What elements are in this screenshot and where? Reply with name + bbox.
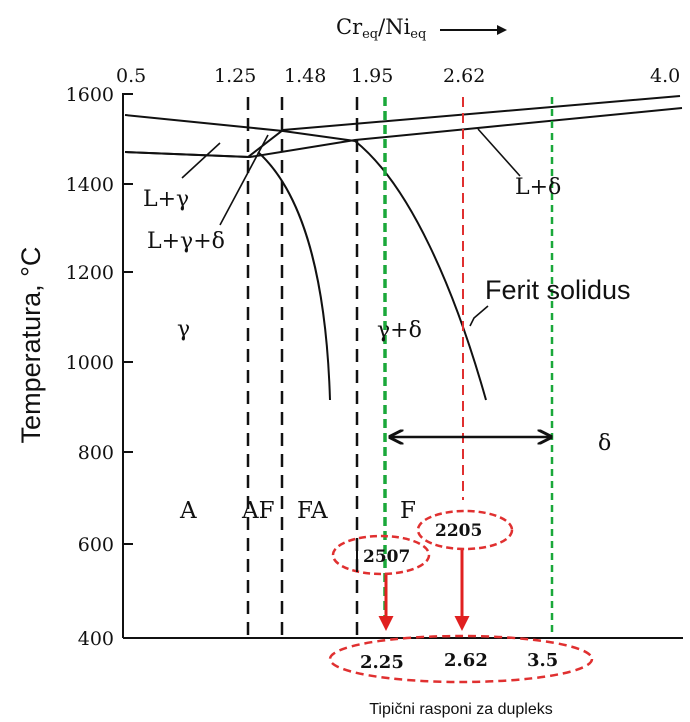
y-axis-tick-labels: 1600 1400 1200 1000 800 600 400 <box>66 84 114 650</box>
gamma-solvus-curve <box>257 151 331 401</box>
solidus-curve <box>124 107 683 159</box>
top-tick-0.5: 0.5 <box>116 65 146 87</box>
top-tick-2.62: 2.62 <box>443 65 485 87</box>
mode-labels: A AF FA F <box>179 498 416 524</box>
alloy-2507: 2507 <box>363 547 410 567</box>
top-axis-ticks: 0.5 1.25 1.48 1.95 2.62 4.0 <box>116 65 680 87</box>
y-axis-label: Temperatura, °C <box>16 247 46 444</box>
svg-text:Creq/Nieq: Creq/Nieq <box>336 15 426 42</box>
leader-l-delta <box>477 128 521 177</box>
y-tick-1600: 1600 <box>66 84 114 106</box>
bottom-value-3.5: 3.5 <box>527 650 558 671</box>
ellipse-2507 <box>331 534 431 576</box>
phase-labels: L+γ L+γ+δ L+δ γ γ+δ δ <box>143 175 611 456</box>
y-tick-1400: 1400 <box>66 174 114 196</box>
leader-l-gamma-delta <box>219 134 269 226</box>
leader-lines <box>181 128 521 327</box>
top-axis-title: Creq/Nieq <box>336 15 507 42</box>
label-delta: δ <box>598 431 611 456</box>
caption: Tipični rasponi za dupleks <box>369 701 553 718</box>
bottom-values: 2.25 2.62 3.5 <box>360 650 558 673</box>
y-tick-600: 600 <box>78 534 114 556</box>
mode-boundaries <box>246 97 359 636</box>
ellipse-bottom-range <box>328 634 594 684</box>
y-tick-1000: 1000 <box>66 352 114 374</box>
mode-a: A <box>179 498 197 524</box>
mode-f: F <box>400 498 416 524</box>
top-tick-4.0: 4.0 <box>650 65 680 87</box>
liquidus-upper-curve <box>124 114 356 142</box>
phase-curves <box>124 95 683 401</box>
ferrite-solidus-curve <box>354 140 487 401</box>
ellipse-2205 <box>416 509 514 551</box>
label-ferit-solidus: Ferit solidus <box>485 275 631 305</box>
y-tick-400: 400 <box>78 628 114 650</box>
label-gamma: γ <box>177 317 190 342</box>
y-tick-1200: 1200 <box>66 262 114 284</box>
leader-l-gamma <box>181 142 221 179</box>
leader-ferit-solidus <box>469 305 489 327</box>
top-tick-1.95: 1.95 <box>351 65 393 87</box>
bottom-value-2.25: 2.25 <box>360 652 404 673</box>
top-tick-1.25: 1.25 <box>214 65 256 87</box>
top-axis-arrow-head <box>497 25 507 35</box>
mode-fa: FA <box>297 498 328 524</box>
label-l-gamma-delta: L+γ+δ <box>147 229 225 254</box>
top-tick-1.48: 1.48 <box>284 65 326 87</box>
label-l-delta: L+δ <box>515 175 561 200</box>
y-tick-800: 800 <box>78 442 114 464</box>
label-gamma-delta: γ+δ <box>377 318 422 343</box>
bottom-value-2.62: 2.62 <box>444 650 488 671</box>
liquidus-lower-curve <box>124 95 681 159</box>
alloy-2205: 2205 <box>435 521 482 541</box>
mode-af: AF <box>241 498 275 524</box>
y-axis-ticks <box>123 93 133 545</box>
label-l-gamma: L+γ <box>143 187 189 212</box>
